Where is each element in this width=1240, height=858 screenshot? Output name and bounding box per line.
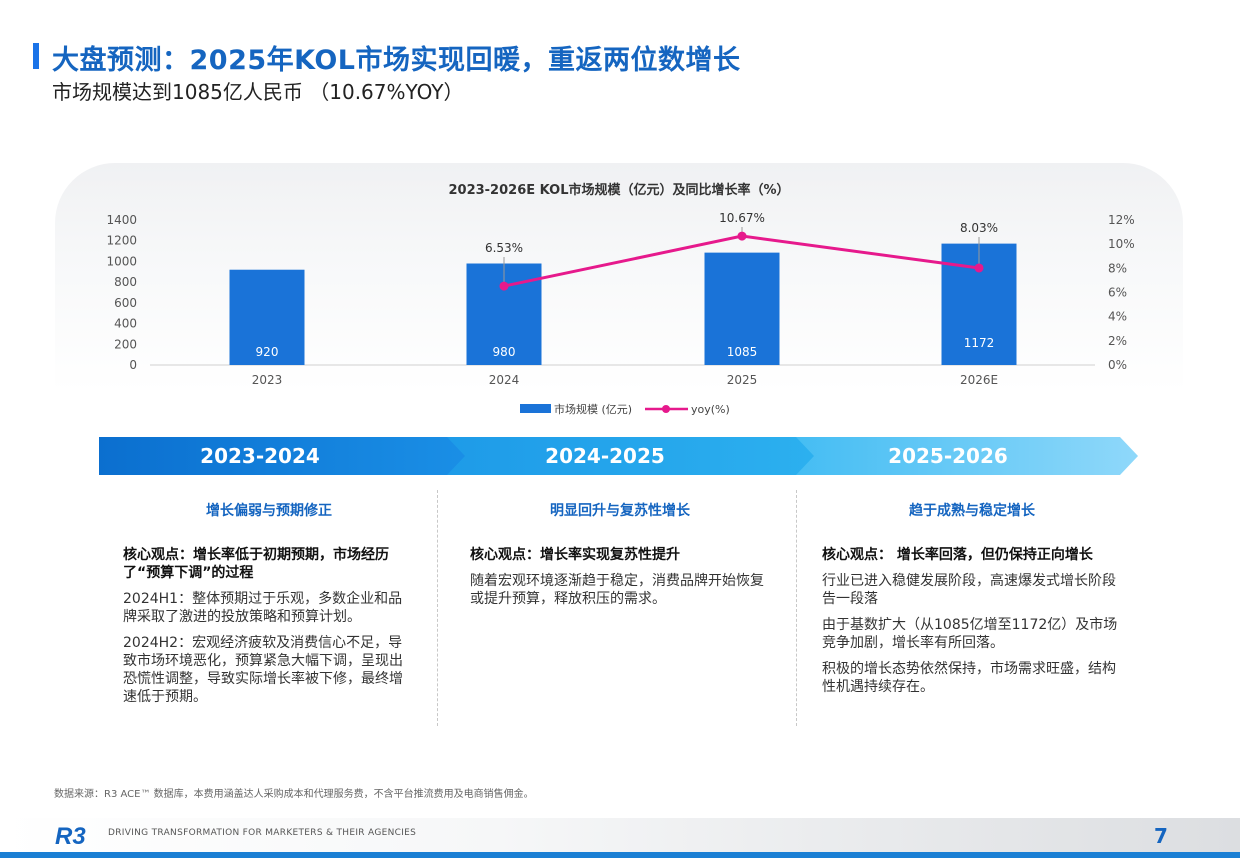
footer-band — [0, 818, 1240, 852]
y-left-tick-label: 1000 — [106, 254, 137, 268]
yoy-data-label: 10.67% — [719, 211, 765, 225]
phase-paragraph: 随着宏观环境逐渐趋于稳定，消费品牌开始恢复或提升预算，释放积压的需求。 — [470, 573, 764, 607]
y-right-tick-label: 6% — [1108, 286, 1127, 300]
bar-data-label: 980 — [493, 345, 516, 359]
footer-accent-line — [0, 852, 1240, 858]
phase-arrow-2025-2026: 2025-2026 — [796, 437, 1140, 475]
x-tick-label: 2024 — [489, 373, 520, 387]
phase-label: 2025-2026 — [888, 444, 1008, 468]
yoy-point-2026E — [974, 263, 984, 273]
data-source-note: 数据来源：R3 ACE™ 数据库，本费用涵盖达人采购成本和代理服务费，不含平台推… — [54, 789, 534, 800]
title-accent-bar — [33, 43, 39, 69]
legend-swatch-bar — [520, 404, 551, 413]
phase-paragraph: 行业已进入稳健发展阶段，高速爆发式增长阶段告一段落 — [822, 573, 1116, 607]
phase-paragraph: 由于基数扩大（从1085亿增至1172亿）及市场竞争加剧，增长率有所回落。 — [822, 617, 1118, 651]
y-left-tick-label: 600 — [114, 296, 137, 310]
legend-label-line: yoy(%) — [691, 403, 730, 416]
phase-paragraph: 2024H2：宏观经济疲软及消费信心不足，导致市场环境恶化，预算紧急大幅下调，呈… — [123, 635, 403, 705]
bar-data-label: 1085 — [727, 345, 758, 359]
page-subtitle: 市场规模达到1085亿人民币 （10.67%YOY） — [52, 80, 464, 104]
yoy-data-label: 8.03% — [960, 221, 998, 235]
bar-data-label: 920 — [256, 345, 279, 359]
bar-2025 — [704, 252, 780, 365]
chart-card: 2023-2026E KOL市场规模（亿元）及同比增长率（%） 0 200 400 60… — [55, 163, 1183, 433]
phase-label: 2023-2024 — [200, 444, 320, 468]
legend-label-bar: 市场规模 (亿元) — [554, 402, 632, 416]
phase-heading: 趋于成熟与稳定增长 — [909, 503, 1035, 519]
page-number: 7 — [1154, 824, 1168, 848]
phase-column-2025-2026: 趋于成熟与稳定增长 核心观点： 增长率回落，但仍保持正向增长 行业已进入稳健发展… — [822, 500, 1122, 704]
y-left-tick-label: 1200 — [106, 234, 137, 248]
bar-data-label: 1172 — [964, 336, 995, 350]
column-divider — [437, 490, 438, 726]
y-right-tick-label: 2% — [1108, 334, 1127, 348]
svg-text:R3: R3 — [55, 823, 86, 848]
phase-heading: 增长偏弱与预期修正 — [206, 503, 332, 519]
y-right-tick-label: 12% — [1108, 213, 1135, 227]
y-left-tick-label: 400 — [114, 317, 137, 331]
phase-column-2023-2024: 增长偏弱与预期修正 核心观点：增长率低于初期预期，市场经历了“预算下调”的过程 … — [123, 500, 415, 714]
y-right-tick-label: 0% — [1108, 358, 1127, 372]
bar-2023 — [229, 269, 305, 365]
phase-paragraph: 积极的增长态势依然保持，市场需求旺盛，结构性机遇持续存在。 — [822, 661, 1116, 695]
phase-column-2024-2025: 明显回升与复苏性增长 核心观点：增长率实现复苏性提升 随着宏观环境逐渐趋于稳定，… — [470, 500, 770, 616]
legend-marker-line — [662, 405, 670, 413]
x-tick-label: 2025 — [727, 373, 758, 387]
y-left-tick-label: 200 — [114, 337, 137, 351]
phase-arrow-shape — [99, 437, 469, 475]
y-right-tick-label: 10% — [1108, 237, 1135, 251]
x-tick-label: 2026E — [960, 373, 998, 387]
company-tagline: DRIVING TRANSFORMATION FOR MARKETERS & T… — [108, 828, 417, 838]
y-left-tick-label: 0 — [129, 358, 137, 372]
column-divider — [796, 490, 797, 726]
phase-label: 2024-2025 — [545, 444, 665, 468]
r3-logo: R3 — [55, 823, 86, 848]
y-left-tick-label: 800 — [114, 275, 137, 289]
chart-title: 2023-2026E KOL市场规模（亿元）及同比增长率（%） — [448, 182, 789, 198]
page-title: 大盘预测：2025年KOL市场实现回暖，重返两位数增长 — [52, 45, 741, 76]
phase-heading: 明显回升与复苏性增长 — [550, 503, 690, 519]
yoy-data-label: 6.53% — [485, 241, 523, 255]
yoy-point-2024 — [499, 281, 509, 291]
key-point: 核心观点： 增长率回落，但仍保持正向增长 — [822, 547, 1093, 563]
y-right-tick-label: 4% — [1108, 310, 1127, 324]
phase-arrow-shape — [796, 437, 1138, 475]
phase-paragraph: 2024H1：整体预期过于乐观，多数企业和品牌采取了激进的投放策略和预算计划。 — [123, 591, 403, 625]
phase-arrow-2023-2024: 2023-2024 — [99, 437, 471, 475]
phase-arrow-2024-2025: 2024-2025 — [447, 437, 817, 475]
key-point: 核心观点：增长率实现复苏性提升 — [470, 547, 680, 563]
y-right-tick-label: 8% — [1108, 261, 1127, 275]
y-left-tick-label: 1400 — [106, 213, 137, 227]
x-tick-label: 2023 — [252, 373, 283, 387]
key-point: 核心观点：增长率低于初期预期，市场经历了“预算下调”的过程 — [123, 547, 389, 581]
yoy-point-2025 — [737, 231, 747, 241]
phase-arrow-shape — [447, 437, 815, 475]
market-size-chart: 2023-2026E KOL市场规模（亿元）及同比增长率（%） 0 200 400 60… — [106, 182, 1135, 416]
